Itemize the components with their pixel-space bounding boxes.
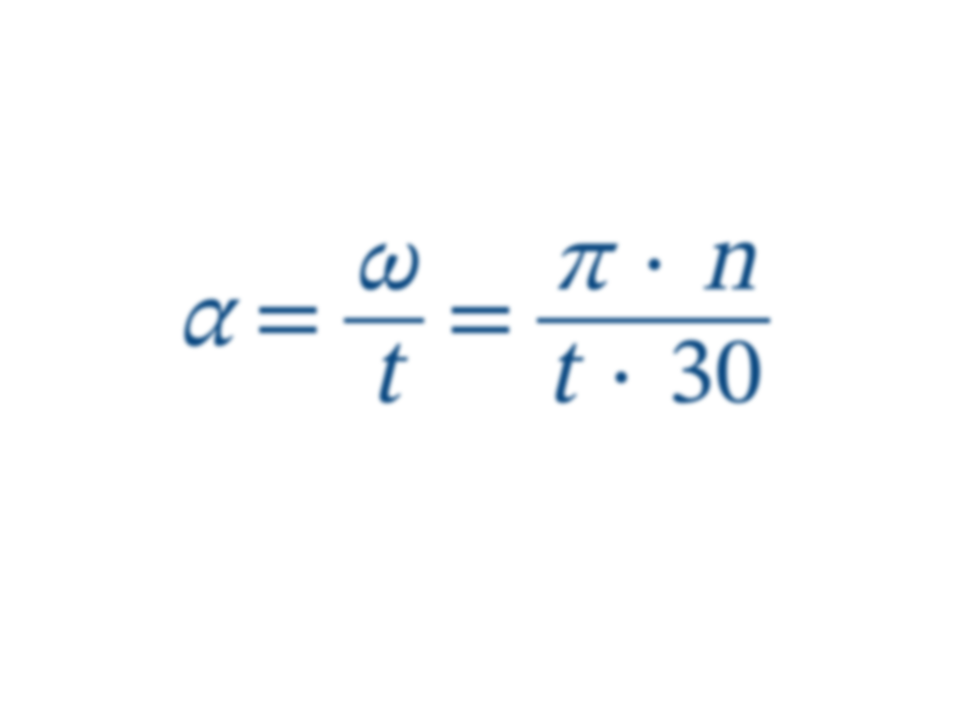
equation: α = ω t = π · n t · 30 [178, 216, 771, 425]
operator-dot-num: · [641, 216, 668, 312]
number-30: 30 [667, 329, 762, 425]
fraction-bar-1 [344, 318, 423, 323]
denominator-t: t [361, 329, 407, 425]
fraction-bar-2 [537, 318, 771, 323]
denominator-t-30: t · 30 [537, 329, 771, 425]
numerator-omega: ω [344, 216, 423, 312]
numerator-pi-n: π · n [544, 216, 764, 312]
operator-equals-2: = [446, 260, 515, 380]
symbol-n: n [701, 216, 756, 312]
symbol-t: t [545, 329, 575, 425]
fraction-omega-over-t: ω t [344, 216, 423, 425]
operator-equals-1: = [253, 260, 322, 380]
operator-dot-den: · [608, 329, 635, 425]
equation-canvas: α = ω t = π · n t · 30 [0, 0, 960, 720]
fraction-pi-n-over-t-30: π · n t · 30 [537, 216, 771, 425]
symbol-alpha: α [178, 260, 232, 380]
symbol-pi: π [552, 216, 609, 312]
